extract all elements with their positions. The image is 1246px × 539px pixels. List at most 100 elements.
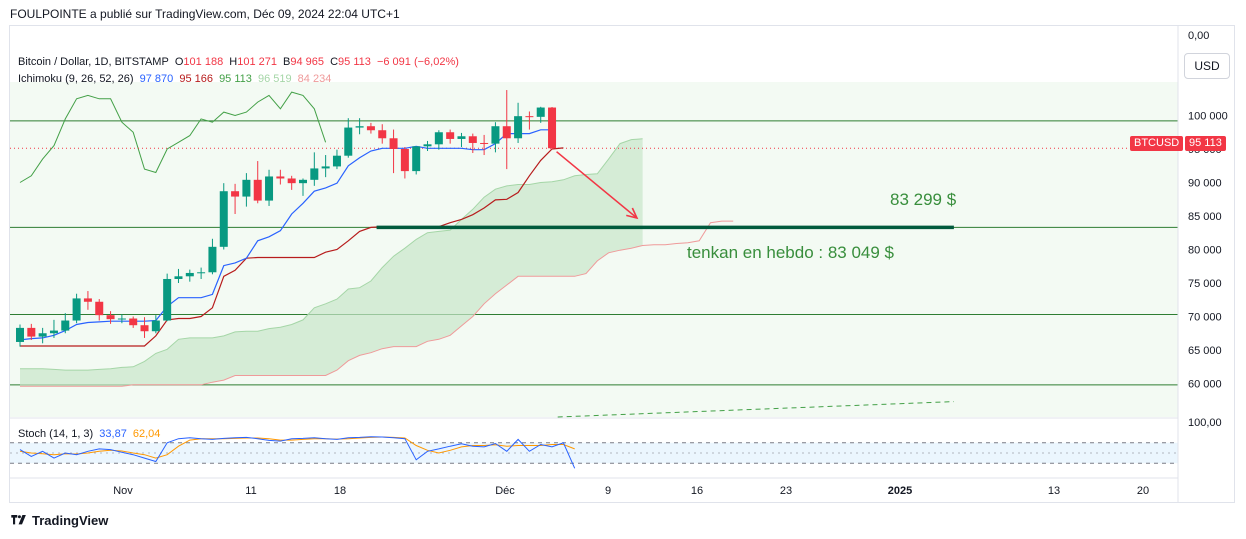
senkou-span-b-line	[20, 220, 734, 387]
candle-body	[400, 149, 409, 172]
candle	[265, 169, 274, 206]
candle-body	[378, 130, 387, 139]
tenkan-sen-line	[19, 129, 552, 341]
projection-arrow-head	[626, 207, 639, 220]
price-legend: Bitcoin / Dollar, 1D, BITSTAMP O101 188 …	[18, 56, 459, 68]
publisher-line: FOULPOINTE a publié sur TradingView.com,…	[10, 7, 400, 21]
candle	[423, 140, 432, 152]
candle	[208, 238, 217, 275]
candle	[434, 130, 443, 150]
candle	[276, 169, 285, 185]
candle	[366, 122, 375, 134]
candle	[38, 327, 47, 344]
candle	[548, 106, 557, 150]
candle-body	[423, 144, 432, 147]
candle	[83, 291, 92, 310]
candle	[536, 106, 545, 123]
price-tick-label: 80 000	[1188, 245, 1222, 257]
candle	[140, 317, 149, 338]
level-annotation: 83 299 $	[890, 190, 957, 209]
candle-body	[38, 333, 47, 337]
candle	[219, 183, 228, 250]
candle	[344, 118, 353, 158]
candle	[287, 175, 296, 190]
time-tick-label: Déc	[495, 485, 515, 497]
time-tick-label: 2025	[888, 485, 912, 497]
candle-body	[242, 179, 251, 197]
ichimoku-legend[interactable]: Ichimoku (9, 26, 52, 26) 97 870 95 166 9…	[18, 73, 332, 85]
candle	[231, 183, 240, 214]
symbol-price-tag: BTCUSD	[1130, 136, 1184, 151]
candle	[502, 90, 511, 170]
candle-body	[412, 146, 421, 172]
tenkan-annotation: tenkan en hebdo : 83 049 $	[687, 243, 895, 262]
candle-body	[355, 126, 364, 128]
candle	[491, 122, 500, 153]
candle-body	[231, 191, 240, 197]
ichimoku-cloud	[20, 138, 643, 387]
candle	[514, 102, 523, 143]
time-tick-label: Nov	[113, 485, 133, 497]
candle-body	[366, 126, 375, 131]
price-tick-label: 70 000	[1188, 312, 1222, 324]
candle-body	[332, 155, 341, 167]
change-value: −6 091 (−6,02%)	[376, 56, 459, 68]
candle	[400, 146, 409, 179]
candle-body	[457, 136, 466, 139]
currency-button[interactable]: USD	[1184, 53, 1230, 79]
stoch-legend[interactable]: Stoch (14, 1, 3) 33,87 62,04	[18, 428, 161, 440]
candle-body	[514, 116, 523, 139]
candle	[253, 161, 262, 204]
projection-arrow	[556, 151, 638, 219]
candle	[389, 129, 398, 174]
candle-body	[49, 330, 58, 334]
candle	[129, 316, 138, 328]
candle-body	[174, 276, 183, 279]
future-dashed-line	[557, 401, 954, 418]
candle	[299, 178, 307, 196]
candle-body	[185, 272, 194, 277]
tradingview-brand: TradingView	[10, 513, 108, 528]
candle-body	[208, 246, 217, 273]
candle-body	[480, 142, 489, 144]
candle-body	[61, 320, 70, 331]
candle-body	[219, 191, 228, 247]
symbol-label[interactable]: Bitcoin / Dollar, 1D, BITSTAMP	[18, 56, 169, 68]
candle	[446, 129, 455, 144]
candle-body	[321, 166, 330, 169]
candle	[72, 293, 81, 324]
candle	[174, 268, 183, 283]
time-tick-label: 18	[334, 485, 346, 497]
price-tick-label: 65 000	[1188, 345, 1222, 357]
time-tick-label: 13	[1048, 485, 1060, 497]
candle-body	[106, 315, 115, 320]
candle	[151, 315, 160, 334]
candle	[61, 313, 70, 334]
candle-body	[16, 327, 24, 342]
candle	[49, 319, 58, 338]
candle-body	[299, 179, 307, 184]
candle-body	[163, 278, 172, 321]
candle	[106, 311, 115, 324]
price-tick-label: 100 000	[1188, 111, 1228, 123]
candle	[332, 149, 341, 170]
senkou-span-a-line	[20, 138, 643, 371]
candle	[310, 152, 319, 186]
candle	[163, 273, 172, 322]
candle-body	[276, 176, 285, 179]
candle-body	[525, 116, 534, 118]
candle-body	[344, 127, 353, 156]
price-tick-label: 60 000	[1188, 379, 1222, 391]
candle-body	[129, 318, 138, 326]
candle	[355, 118, 364, 135]
chart-frame	[9, 25, 1235, 503]
candle-body	[151, 320, 160, 332]
candle	[468, 133, 477, 154]
candle-body	[140, 325, 149, 332]
candle	[197, 267, 206, 279]
candle-body	[446, 132, 455, 139]
candle	[480, 134, 489, 156]
candle-body	[548, 107, 557, 149]
candle	[457, 132, 466, 147]
